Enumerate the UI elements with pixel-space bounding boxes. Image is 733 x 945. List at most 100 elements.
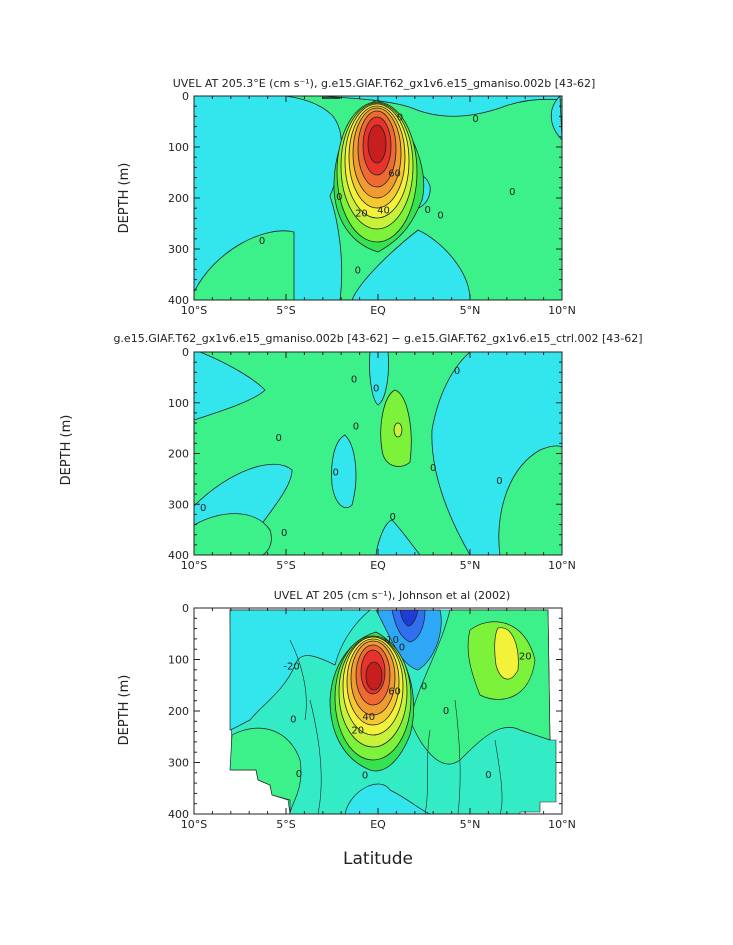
panel-3-filled-contours	[229, 609, 557, 814]
negative-lens-deep	[375, 519, 421, 555]
eastward-core-north-2	[494, 627, 519, 680]
x-tick-label: 5°N	[460, 559, 481, 572]
contour-label: 0	[355, 265, 361, 276]
panel-1-x-axis: 10°S 5°S EQ 5°N 10°N	[181, 96, 576, 317]
panel-1-title: UVEL AT 205.3°E (cm s⁻¹), g.e15.GIAF.T62…	[173, 77, 596, 90]
contour-line	[424, 729, 431, 814]
x-tick-label: EQ	[370, 818, 386, 831]
panel-1-filled-contours	[194, 96, 562, 300]
contour-label: 60	[388, 169, 401, 180]
contour-label: 0	[259, 236, 265, 247]
x-tick-label: 5°S	[276, 559, 295, 572]
contour-label: 20	[355, 208, 368, 219]
panel-2-contour-labels: 0 0 0 0 0 0 0 0 0 0 0	[200, 366, 503, 539]
panel-2-x-axis: 10°S 5°S EQ 5°N 10°N	[181, 352, 576, 572]
positive-peak-north	[393, 422, 403, 438]
shared-depth-label: DEPTH (m)	[59, 415, 74, 486]
contour-line	[454, 699, 461, 814]
meandering-contours	[289, 639, 503, 814]
positive-band-east	[498, 445, 562, 555]
jet-core-contours	[333, 99, 425, 253]
contour-label: 0	[485, 770, 491, 781]
contour-label: 40	[377, 206, 390, 217]
y-tick-label: 100	[168, 397, 189, 410]
contour-label: 0	[353, 422, 359, 433]
contour-label: 0	[454, 366, 460, 377]
contour-line	[309, 699, 322, 814]
panel-3-xlabel: Latitude	[343, 849, 413, 869]
contour-label: 0	[296, 769, 302, 780]
contour-label: 0	[509, 187, 515, 198]
contour-label: 0	[424, 205, 430, 216]
x-tick-label: 5°S	[276, 818, 295, 831]
contour-label: 0	[290, 715, 296, 726]
panel-3-title: UVEL AT 205 (cm s⁻¹), Johnson et al (200…	[274, 589, 511, 602]
contour-label: 0	[362, 770, 368, 781]
y-tick-label: 0	[182, 90, 189, 103]
x-tick-label: 10°S	[181, 304, 207, 317]
contour-label: 0	[472, 114, 478, 125]
contour-label: 0	[373, 384, 379, 395]
westward-core-3	[399, 609, 419, 627]
y-tick-label: 100	[168, 141, 189, 154]
panel-2-filled-contours	[194, 352, 562, 555]
negative-band-northsouth	[229, 609, 371, 731]
y-tick-label: 200	[168, 448, 189, 461]
contour-label: 0	[390, 512, 396, 523]
positive-region-west	[194, 230, 295, 300]
panel-1-ylabel: DEPTH (m)	[117, 163, 132, 234]
panel-2-y-axis: 0 100 200 300 400	[168, 346, 562, 562]
x-tick-label: 5°S	[276, 304, 295, 317]
contour-label: -20	[283, 662, 299, 673]
positive-patch-southwest	[194, 513, 272, 555]
x-tick-label: 10°S	[181, 559, 207, 572]
contour-line	[289, 639, 307, 721]
contour-label: -10	[383, 635, 399, 646]
contour-label: 20	[519, 651, 532, 662]
x-tick-label: 10°N	[548, 304, 576, 317]
contour-label: 0	[421, 681, 427, 692]
contour-label: 0	[399, 643, 405, 654]
y-tick-label: 400	[168, 294, 189, 307]
panel-3-x-axis: 10°S 5°S EQ 5°N 10°N	[181, 608, 576, 831]
negative-pocket-deep	[344, 783, 431, 814]
panel-2-title: g.e15.GIAF.T62_gx1v6.e15_gmaniso.002b [4…	[113, 332, 642, 345]
x-tick-label: 5°N	[460, 304, 481, 317]
x-tick-label: 5°N	[460, 818, 481, 831]
x-tick-label: 10°S	[181, 818, 207, 831]
contour-label: 0	[281, 528, 287, 539]
x-tick-label: 10°N	[548, 559, 576, 572]
y-tick-label: 300	[168, 243, 189, 256]
x-tick-label: EQ	[370, 304, 386, 317]
panel-observed-uvel: UVEL AT 205 (cm s⁻¹), Johnson et al (200…	[117, 589, 576, 869]
y-tick-label: 200	[168, 705, 189, 718]
y-tick-label: 400	[168, 549, 189, 562]
jet-core-contours	[329, 631, 415, 772]
x-tick-label: 10°N	[548, 818, 576, 831]
y-tick-label: 200	[168, 192, 189, 205]
level-90	[365, 661, 383, 691]
contour-label: 0	[496, 476, 502, 487]
contour-label: 0	[437, 210, 443, 221]
y-tick-label: 0	[182, 602, 189, 615]
contour-label: 0	[200, 503, 206, 514]
contour-label: 0	[430, 463, 436, 474]
y-tick-label: 300	[168, 757, 189, 770]
contour-line	[494, 739, 503, 814]
panel-3-contour-labels: -10 -20 0 60 40 20 20 0 0 0 0 0 0	[283, 635, 532, 781]
contour-label: 0	[332, 467, 338, 478]
contour-label: 40	[362, 712, 375, 723]
negative-lens-near-eq	[369, 352, 389, 406]
y-tick-label: 0	[182, 346, 189, 359]
contour-label: 20	[351, 726, 364, 737]
contour-label: 60	[388, 686, 401, 697]
negative-lens-south	[331, 434, 357, 509]
contour-label: 0	[397, 112, 403, 123]
panel-3-ylabel: DEPTH (m)	[117, 675, 132, 746]
level-90	[367, 124, 387, 164]
y-tick-label: 100	[168, 654, 189, 667]
